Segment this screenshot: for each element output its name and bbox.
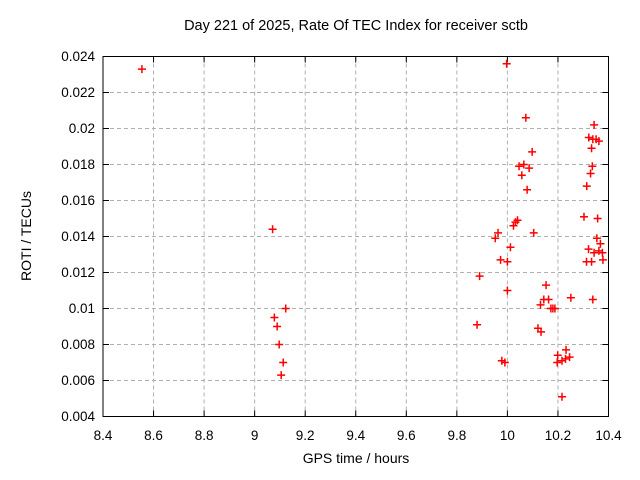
x-tick-label: 8.8 xyxy=(195,428,214,443)
x-tick-label: 9.6 xyxy=(397,428,416,443)
data-point-marker xyxy=(275,340,284,349)
data-point-marker xyxy=(273,322,282,331)
y-tick-label: 0.02 xyxy=(69,121,95,136)
data-point-marker xyxy=(137,65,146,74)
data-point-marker xyxy=(521,113,530,122)
data-point-marker xyxy=(523,185,532,194)
data-point-marker xyxy=(590,248,599,257)
data-point-marker xyxy=(553,351,562,360)
data-point-marker xyxy=(500,358,509,367)
data-point-marker xyxy=(491,234,500,243)
data-point-marker xyxy=(279,358,288,367)
y-tick-label: 0.012 xyxy=(61,265,95,280)
plot-area-border xyxy=(102,56,609,417)
data-point-marker xyxy=(593,214,602,223)
data-point-marker xyxy=(496,255,505,264)
data-point-marker xyxy=(513,216,522,225)
y-tick-label: 0.024 xyxy=(61,49,95,64)
y-tick-label: 0.016 xyxy=(61,193,95,208)
y-tick-label: 0.006 xyxy=(61,373,95,388)
data-point-marker xyxy=(475,272,484,281)
data-point-marker xyxy=(517,171,526,180)
data-point-marker xyxy=(584,133,593,142)
y-tick-label: 0.008 xyxy=(61,337,95,352)
chart-title: Day 221 of 2025, Rate Of TEC Index for r… xyxy=(184,18,528,34)
data-point-marker xyxy=(503,257,512,266)
data-point-marker xyxy=(506,243,515,252)
grid-lines xyxy=(103,56,609,417)
data-point-marker xyxy=(561,354,570,363)
data-point-marker xyxy=(544,295,553,304)
data-point-marker xyxy=(542,281,551,290)
data-point-marker xyxy=(281,304,290,313)
x-tick-label: 8.4 xyxy=(94,428,113,443)
x-tick-label: 10.4 xyxy=(595,428,622,443)
data-point-marker xyxy=(525,164,534,173)
y-tick-label: 0.014 xyxy=(61,229,95,244)
data-point-marker xyxy=(557,392,566,401)
x-tick-label: 9.2 xyxy=(296,428,315,443)
data-point-marker xyxy=(537,327,546,336)
plot-border xyxy=(102,56,609,417)
data-point-marker xyxy=(582,182,591,191)
y-tick-label: 0.004 xyxy=(61,409,95,424)
data-point-marker xyxy=(587,144,596,153)
data-point-marker xyxy=(584,245,593,254)
data-point-marker xyxy=(277,371,286,380)
data-point-marker xyxy=(562,345,571,354)
data-point-marker xyxy=(592,234,601,243)
y-axis-label: ROTI / TECUs xyxy=(18,191,34,281)
data-point-marker xyxy=(509,221,518,230)
data-point-marker xyxy=(594,137,603,146)
data-point-marker xyxy=(502,59,511,68)
data-points xyxy=(137,59,607,401)
x-tick-label: 10.2 xyxy=(545,428,571,443)
data-point-marker xyxy=(586,169,595,178)
data-point-marker xyxy=(550,304,559,313)
x-tick-label: 9.4 xyxy=(346,428,365,443)
data-point-marker xyxy=(557,356,566,365)
data-point-marker xyxy=(588,295,597,304)
data-point-marker xyxy=(536,300,545,309)
y-tick-label: 0.018 xyxy=(61,157,95,172)
data-point-marker xyxy=(587,257,596,266)
x-axis-label: GPS time / hours xyxy=(303,450,410,466)
x-tick-label: 10 xyxy=(500,428,515,443)
data-point-marker xyxy=(268,225,277,234)
data-point-marker xyxy=(270,313,279,322)
data-point-marker xyxy=(590,120,599,129)
data-point-marker xyxy=(565,353,574,362)
x-tick-label: 9 xyxy=(251,428,259,443)
data-point-marker xyxy=(503,286,512,295)
x-tick-label: 9.8 xyxy=(447,428,466,443)
data-point-marker xyxy=(594,246,603,255)
data-point-marker xyxy=(511,218,520,227)
data-point-marker xyxy=(494,228,503,237)
data-point-marker xyxy=(528,147,537,156)
data-point-marker xyxy=(519,160,528,169)
data-point-marker xyxy=(588,162,597,171)
tick-labels: 8.4 8.6 8.8 9 9.2 9.4 9.6 9.8 10 10.2 10.4 0.004 0.0… xyxy=(61,49,622,443)
data-point-marker xyxy=(598,248,607,257)
data-point-marker xyxy=(473,320,482,329)
data-point-marker xyxy=(598,255,607,264)
data-point-marker xyxy=(579,212,588,221)
y-tick-label: 0.022 xyxy=(61,85,95,100)
data-point-marker xyxy=(596,239,605,248)
data-point-marker xyxy=(566,293,575,302)
data-point-marker xyxy=(553,358,562,367)
y-tick-label: 0.01 xyxy=(69,301,95,316)
x-tick-label: 8.6 xyxy=(144,428,163,443)
data-point-marker xyxy=(529,228,538,237)
data-point-marker xyxy=(515,162,524,171)
